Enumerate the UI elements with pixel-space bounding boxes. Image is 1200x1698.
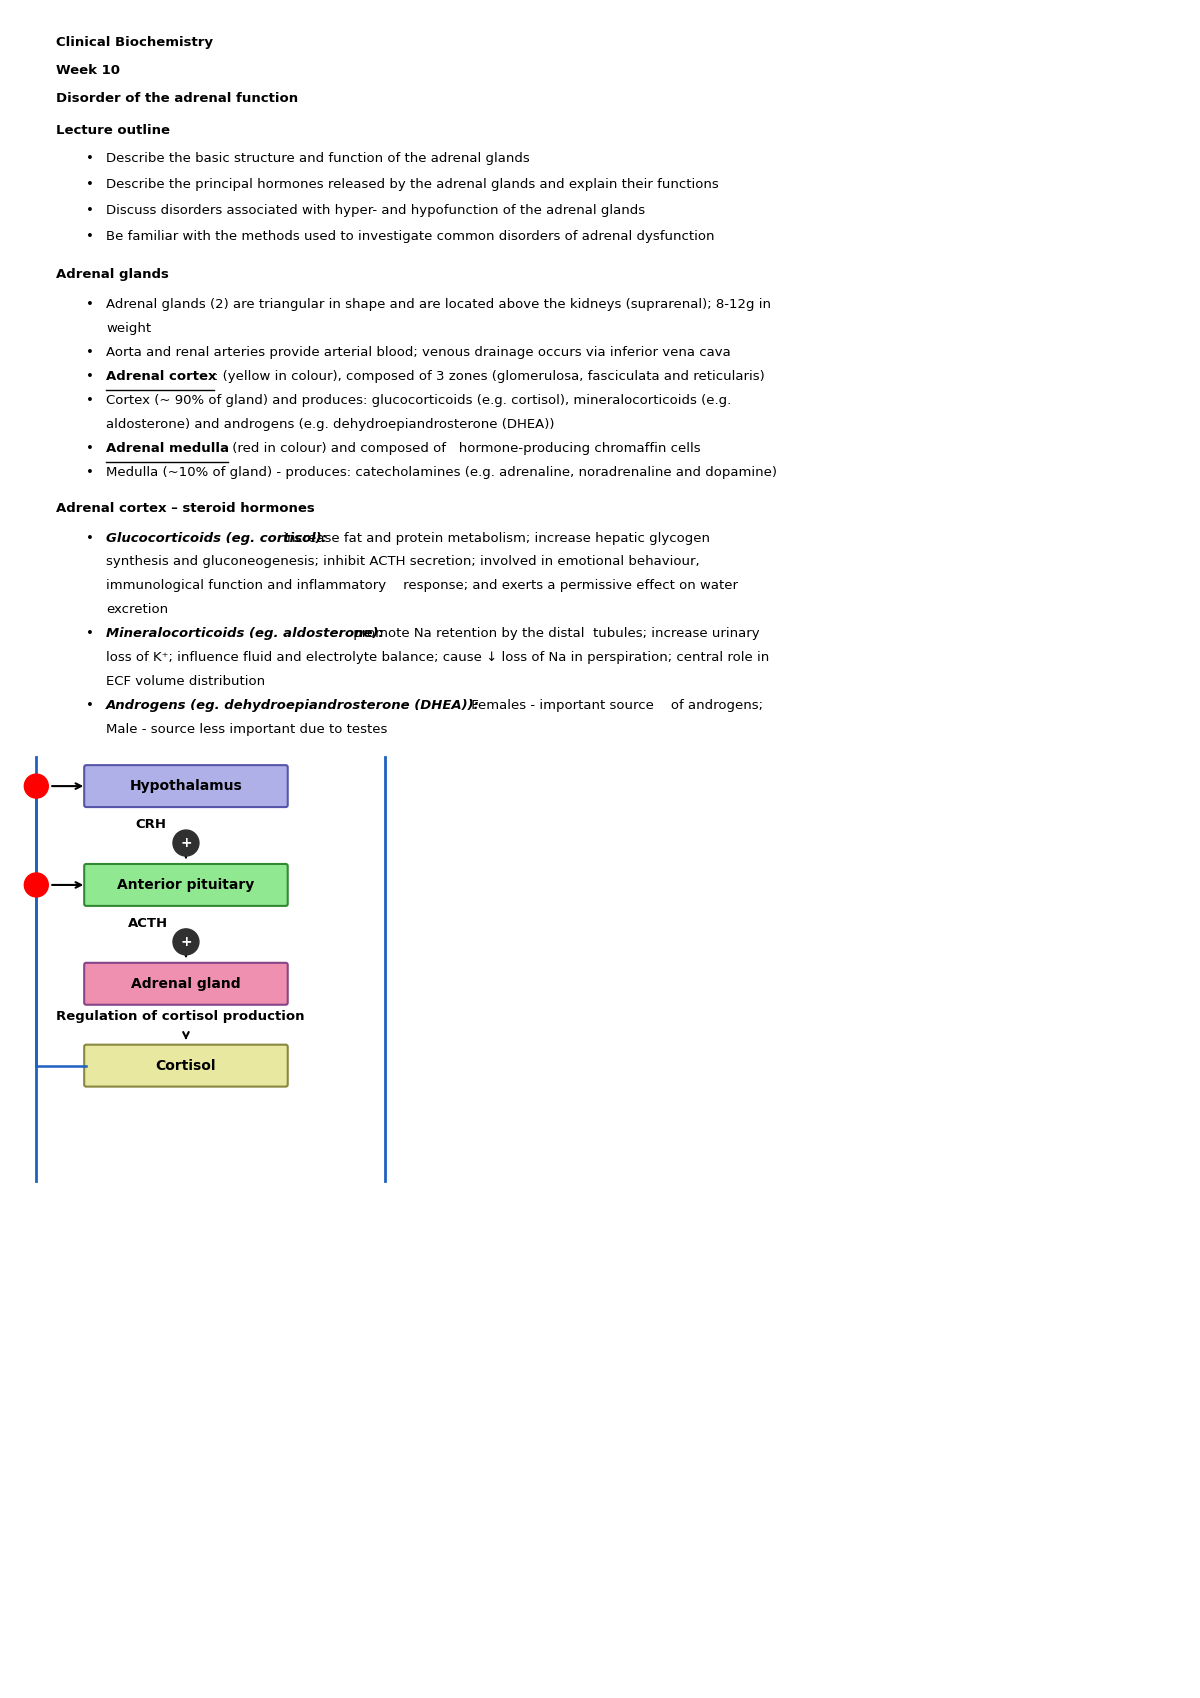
Text: loss of K⁺; influence fluid and electrolyte balance; cause ↓ loss of Na in persp: loss of K⁺; influence fluid and electrol… xyxy=(106,652,769,664)
Text: Females - important source    of androgens;: Females - important source of androgens; xyxy=(467,700,763,711)
Text: ECF volume distribution: ECF volume distribution xyxy=(106,676,265,688)
Text: Discuss disorders associated with hyper- and hypofunction of the adrenal glands: Discuss disorders associated with hyper-… xyxy=(106,204,646,217)
Circle shape xyxy=(173,929,199,954)
Text: Medulla (~10% of gland) - produces: catecholamines (e.g. adrenaline, noradrenali: Medulla (~10% of gland) - produces: cate… xyxy=(106,465,778,479)
Text: increase fat and protein metabolism; increase hepatic glycogen: increase fat and protein metabolism; inc… xyxy=(278,531,709,545)
Text: ACTH: ACTH xyxy=(128,917,168,931)
Text: Disorder of the adrenal function: Disorder of the adrenal function xyxy=(56,92,299,105)
Text: Week 10: Week 10 xyxy=(56,65,120,78)
FancyBboxPatch shape xyxy=(84,1044,288,1087)
Text: •: • xyxy=(86,370,94,382)
Text: Adrenal cortex – steroid hormones: Adrenal cortex – steroid hormones xyxy=(56,501,316,514)
Text: Clinical Biochemistry: Clinical Biochemistry xyxy=(56,36,214,49)
Text: •: • xyxy=(86,627,94,640)
Text: •: • xyxy=(86,229,94,243)
Circle shape xyxy=(173,830,199,856)
Text: Lecture outline: Lecture outline xyxy=(56,124,170,138)
Text: •: • xyxy=(86,465,94,479)
Text: Adrenal gland: Adrenal gland xyxy=(131,976,241,990)
Text: •: • xyxy=(86,204,94,217)
Circle shape xyxy=(24,873,48,897)
Text: excretion: excretion xyxy=(106,603,168,616)
FancyBboxPatch shape xyxy=(84,766,288,807)
Text: Cortisol: Cortisol xyxy=(156,1058,216,1073)
Text: synthesis and gluconeogenesis; inhibit ACTH secretion; involved in emotional beh: synthesis and gluconeogenesis; inhibit A… xyxy=(106,555,700,569)
Text: Cortex (~ 90% of gland) and produces: glucocorticoids (e.g. cortisol), mineraloc: Cortex (~ 90% of gland) and produces: gl… xyxy=(106,394,731,408)
Text: Be familiar with the methods used to investigate common disorders of adrenal dys: Be familiar with the methods used to inv… xyxy=(106,229,715,243)
Text: •: • xyxy=(86,178,94,192)
Text: +: + xyxy=(180,835,192,851)
Text: Glucocorticoids (eg. cortisol):: Glucocorticoids (eg. cortisol): xyxy=(106,531,328,545)
Text: Regulation of cortisol production: Regulation of cortisol production xyxy=(56,1010,305,1022)
Text: Aorta and renal arteries provide arterial blood; venous drainage occurs via infe: Aorta and renal arteries provide arteria… xyxy=(106,346,731,358)
Text: Describe the principal hormones released by the adrenal glands and explain their: Describe the principal hormones released… xyxy=(106,178,719,192)
Text: Androgens (eg. dehydroepiandrosterone (DHEA)):: Androgens (eg. dehydroepiandrosterone (D… xyxy=(106,700,480,711)
Text: weight: weight xyxy=(106,323,151,335)
Text: •: • xyxy=(86,700,94,711)
Text: •: • xyxy=(86,153,94,165)
Text: Hypothalamus: Hypothalamus xyxy=(130,779,242,793)
Text: Describe the basic structure and function of the adrenal glands: Describe the basic structure and functio… xyxy=(106,153,530,165)
Text: •: • xyxy=(86,441,94,455)
Text: immunological function and inflammatory    response; and exerts a permissive eff: immunological function and inflammatory … xyxy=(106,579,738,593)
Text: •: • xyxy=(86,346,94,358)
Text: promote Na retention by the distal  tubules; increase urinary: promote Na retention by the distal tubul… xyxy=(348,627,760,640)
Circle shape xyxy=(24,774,48,798)
Text: Mineralocorticoids (eg. aldosterone):: Mineralocorticoids (eg. aldosterone): xyxy=(106,627,384,640)
Text: Anterior pituitary: Anterior pituitary xyxy=(118,878,254,891)
Text: •: • xyxy=(86,394,94,408)
Text: Adrenal cortex: Adrenal cortex xyxy=(106,370,217,382)
Text: +: + xyxy=(180,936,192,949)
Text: •: • xyxy=(86,531,94,545)
Text: Male - source less important due to testes: Male - source less important due to test… xyxy=(106,723,388,737)
Text: CRH: CRH xyxy=(136,818,167,830)
FancyBboxPatch shape xyxy=(84,963,288,1005)
Text: Adrenal medulla: Adrenal medulla xyxy=(106,441,229,455)
Text: (red in colour) and composed of   hormone-producing chromaffin cells: (red in colour) and composed of hormone-… xyxy=(228,441,701,455)
Text: aldosterone) and androgens (e.g. dehydroepiandrosterone (DHEA)): aldosterone) and androgens (e.g. dehydro… xyxy=(106,418,554,431)
Text: Adrenal glands: Adrenal glands xyxy=(56,268,169,280)
Text: : (yellow in colour), composed of 3 zones (glomerulosa, fasciculata and reticula: : (yellow in colour), composed of 3 zone… xyxy=(214,370,764,382)
Text: •: • xyxy=(86,297,94,311)
Text: Adrenal glands (2) are triangular in shape and are located above the kidneys (su: Adrenal glands (2) are triangular in sha… xyxy=(106,297,772,311)
FancyBboxPatch shape xyxy=(84,864,288,907)
